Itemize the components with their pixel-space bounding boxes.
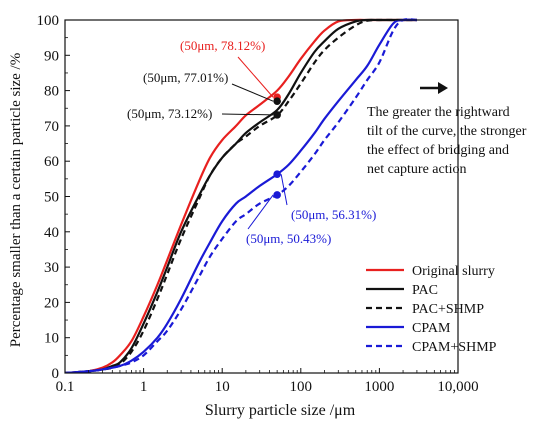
annotation-line: The greater the rightward	[367, 105, 510, 120]
point-leader	[231, 83, 274, 102]
y-tick-label: 80	[44, 84, 59, 100]
highlight-points: (50μm, 78.12%) (50μm, 77.01%) (50μm, 73.12…	[127, 38, 376, 246]
right-arrow-icon	[420, 82, 448, 94]
legend-label: Original slurry	[412, 264, 495, 279]
y-tick-label: 0	[52, 366, 60, 382]
x-axis-label: Slurry particle size /μm	[205, 402, 356, 419]
point-label: (50μm, 73.12%)	[127, 106, 212, 121]
x-tick-label: 10,000	[437, 379, 478, 395]
point-label: (50μm, 78.12%)	[180, 38, 265, 53]
x-tick-label: 10	[215, 379, 230, 395]
point-leader	[221, 113, 274, 116]
series-line-pac-shmp	[65, 18, 417, 373]
legend-label: CPAM+SHMP	[412, 340, 497, 355]
x-tick-label: 100	[290, 379, 313, 395]
annotation: The greater the rightward tilt of the cur…	[367, 82, 527, 177]
annotation-line: tilt of the curve, the stronger	[367, 124, 527, 139]
point-leader	[247, 194, 274, 230]
y-axis-label: Percentage smaller than a certain partic…	[8, 53, 24, 347]
y-tick-label: 20	[44, 295, 59, 311]
axes: 0.1 1 10 100 1000 10,000 0 10 20 30 40 50 60 70 80 90 10…	[37, 13, 479, 395]
y-tick-label: 30	[44, 260, 59, 276]
point-marker	[273, 191, 281, 199]
legend: Original slurry PAC PAC+SHMP CPAM CPAM+SHMP	[366, 264, 497, 355]
y-tick-label: 70	[44, 119, 59, 135]
point-leader	[280, 174, 288, 206]
point-marker	[273, 97, 281, 105]
series-line-cpam	[65, 18, 417, 373]
y-tick-label: 60	[44, 154, 59, 170]
x-tick-label: 1	[140, 379, 148, 395]
point-marker	[273, 170, 281, 179]
y-tick-label: 100	[37, 13, 60, 29]
y-tick-label: 10	[44, 331, 59, 347]
point-label: (50μm, 56.31%)	[291, 207, 376, 222]
legend-label: CPAM	[412, 321, 451, 336]
series-line-cpam-shmp	[65, 18, 417, 373]
annotation-line: net capture action	[367, 162, 467, 177]
point-leader	[237, 56, 274, 98]
y-tick-label: 90	[44, 48, 59, 64]
point-label: (50μm, 77.01%)	[143, 70, 228, 85]
annotation-line: the effect of bridging and	[367, 143, 509, 158]
y-tick-label: 40	[44, 225, 59, 241]
x-tick-label: 1000	[364, 379, 394, 395]
y-tick-label: 50	[44, 190, 59, 206]
legend-label: PAC+SHMP	[412, 302, 484, 317]
legend-label: PAC	[412, 283, 438, 298]
x-tick-label: 0.1	[56, 379, 75, 395]
point-marker	[273, 111, 281, 119]
point-label: (50μm, 50.43%)	[246, 231, 331, 246]
